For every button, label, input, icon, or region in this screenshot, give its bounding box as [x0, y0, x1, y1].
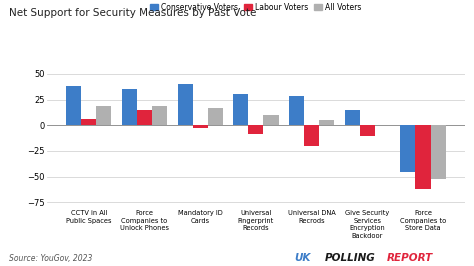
- Bar: [430, 125, 446, 179]
- Bar: [233, 94, 248, 125]
- Bar: [360, 125, 375, 136]
- Text: UK: UK: [294, 253, 310, 263]
- Legend: Conservative Voters, Labour Voters, All Voters: Conservative Voters, Labour Voters, All …: [147, 0, 365, 15]
- Bar: [96, 106, 111, 125]
- Bar: [193, 125, 208, 128]
- Text: REPORT: REPORT: [386, 253, 433, 263]
- Bar: [208, 108, 223, 125]
- Bar: [304, 125, 319, 146]
- Bar: [178, 84, 193, 125]
- Bar: [345, 110, 360, 125]
- Bar: [401, 125, 416, 172]
- Bar: [319, 120, 334, 125]
- Text: Net Support for Security Measures by Past Vote: Net Support for Security Measures by Pas…: [9, 8, 257, 18]
- Bar: [82, 119, 96, 125]
- Text: Source: YouGov, 2023: Source: YouGov, 2023: [9, 254, 93, 263]
- Bar: [264, 115, 279, 125]
- Bar: [289, 95, 304, 125]
- Bar: [152, 106, 167, 125]
- Text: POLLING: POLLING: [325, 253, 375, 263]
- Bar: [137, 110, 152, 125]
- Bar: [122, 89, 137, 125]
- Bar: [416, 125, 430, 189]
- Bar: [248, 125, 264, 134]
- Bar: [66, 86, 82, 125]
